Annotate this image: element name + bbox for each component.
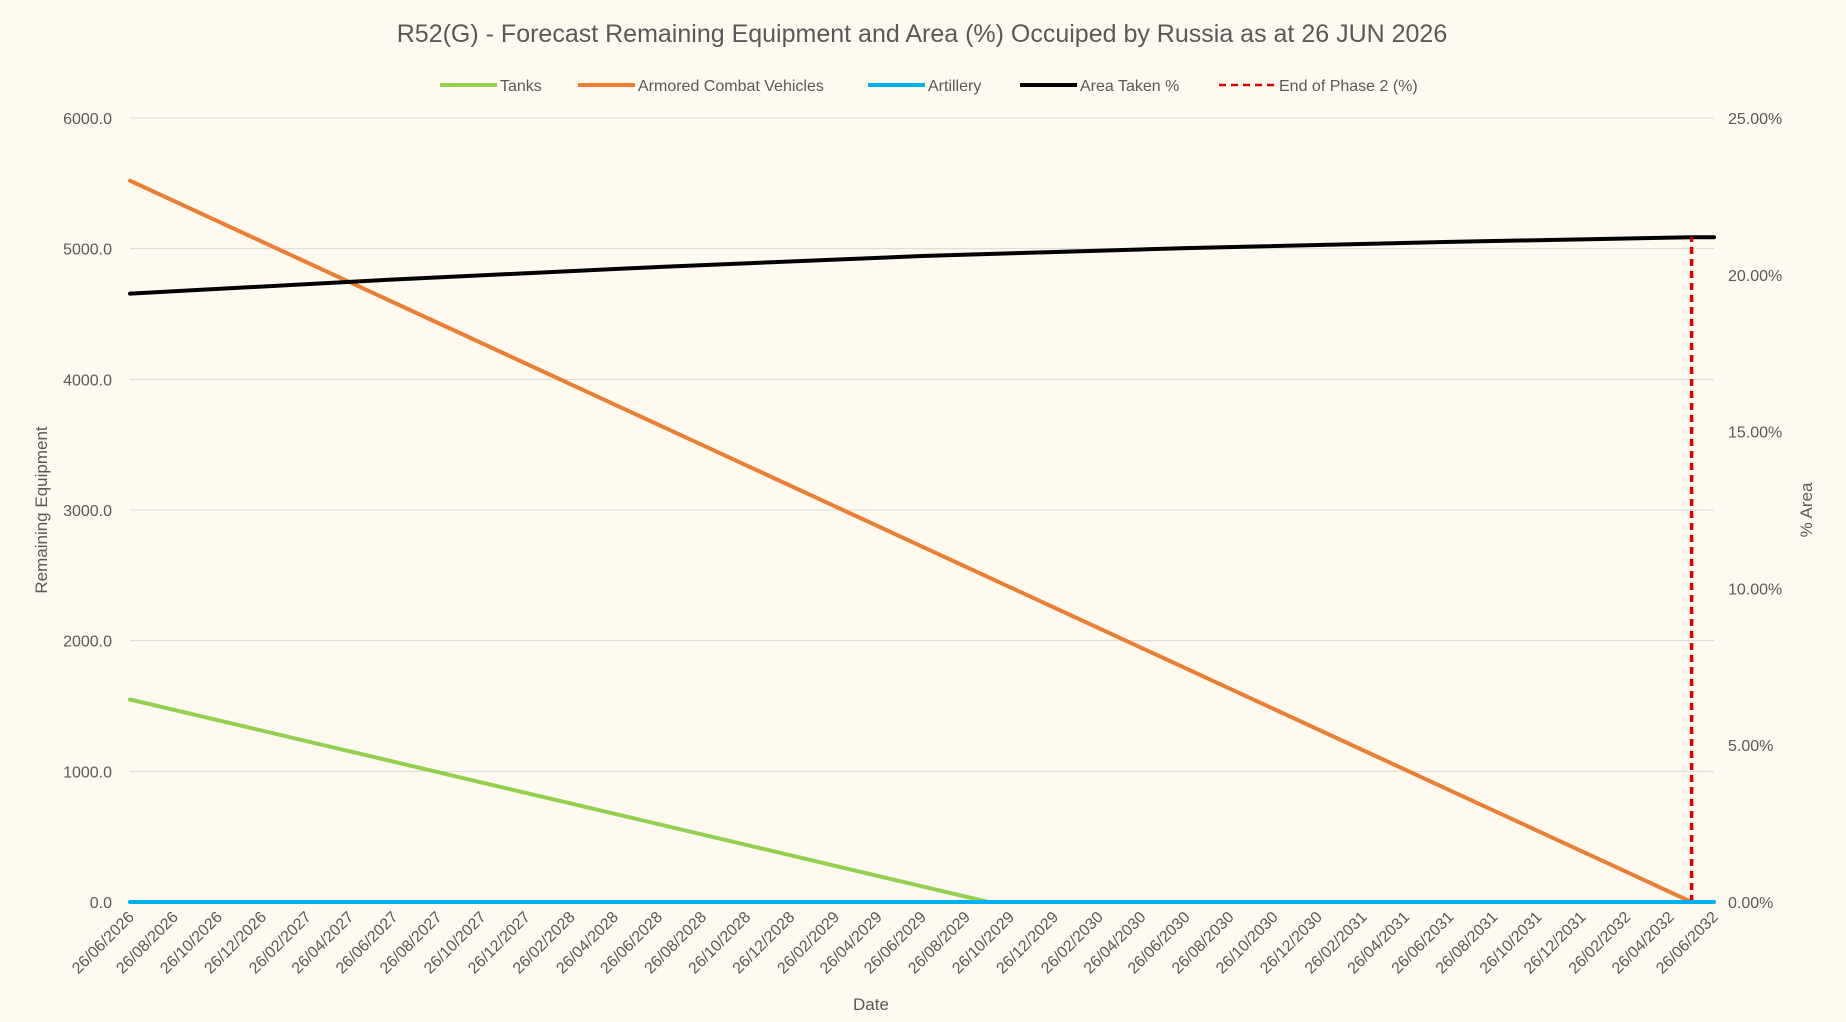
legend-item-artillery: Artillery bbox=[868, 78, 981, 95]
legend-label: Area Taken % bbox=[1080, 78, 1179, 95]
series-line-armored-combat-vehicles bbox=[128, 178, 1694, 904]
y2-tick-label: 20.00% bbox=[1728, 268, 1782, 285]
series-layer bbox=[128, 178, 1716, 904]
y2-axis-title: % Area bbox=[1797, 482, 1816, 537]
chart-title: R52(G) - Forecast Remaining Equipment an… bbox=[397, 20, 1448, 48]
y2-axis-ticks: 0.00% 5.00% 10.00% 15.00% 20.00% 25.00% bbox=[1728, 111, 1782, 912]
y2-tick-label: 10.00% bbox=[1728, 581, 1782, 598]
y-tick-label: 2000.0 bbox=[63, 634, 112, 651]
legend-label: Armored Combat Vehicles bbox=[638, 78, 824, 95]
y2-tick-label: 0.00% bbox=[1728, 895, 1773, 912]
legend-label: End of Phase 2 (%) bbox=[1279, 78, 1418, 95]
y2-tick-label: 5.00% bbox=[1728, 738, 1773, 755]
y-tick-label: 3000.0 bbox=[63, 503, 112, 520]
legend-item-area-taken: Area Taken % bbox=[1020, 78, 1179, 95]
legend-item-end-of-phase-2: End of Phase 2 (%) bbox=[1219, 78, 1418, 95]
x-axis-title: Date bbox=[853, 995, 889, 1014]
y-tick-label: 6000.0 bbox=[63, 111, 112, 128]
legend-label: Artillery bbox=[928, 78, 981, 95]
y-axis-title: Remaining Equipment bbox=[32, 426, 51, 594]
y-tick-label: 1000.0 bbox=[63, 764, 112, 781]
y-tick-label: 0.0 bbox=[90, 895, 112, 912]
legend-item-armored-combat-vehicles: Armored Combat Vehicles bbox=[578, 78, 824, 95]
y-tick-label: 5000.0 bbox=[63, 242, 112, 259]
legend-item-tanks: Tanks bbox=[440, 78, 542, 95]
y-axis-ticks: 0.0 1000.0 2000.0 3000.0 4000.0 5000.0 6000.0 bbox=[63, 111, 112, 912]
legend: Tanks Armored Combat Vehicles Artillery Are… bbox=[440, 78, 1418, 95]
legend-label: Tanks bbox=[500, 78, 542, 95]
y2-tick-label: 15.00% bbox=[1728, 425, 1782, 442]
series-line-area-taken bbox=[128, 235, 1716, 296]
y-tick-label: 4000.0 bbox=[63, 372, 112, 389]
y2-tick-label: 25.00% bbox=[1728, 111, 1782, 128]
